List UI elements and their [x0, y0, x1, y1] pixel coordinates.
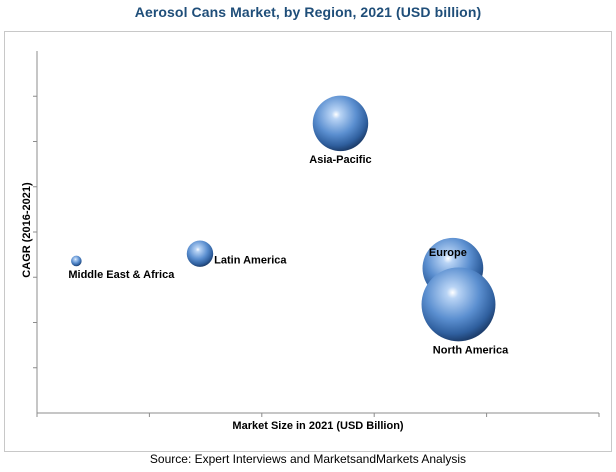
bubble-latin-america [186, 240, 214, 267]
bubble-label-latin-america: Latin America [214, 255, 287, 267]
bubble-asia-pacific [312, 95, 369, 152]
bubble-label-north-america: North America [433, 344, 509, 356]
chart-frame [4, 31, 612, 452]
x-ticks [36, 413, 600, 417]
bubble-label-europe: Europe [429, 247, 467, 259]
bubble-middle-east-africa [71, 255, 82, 267]
bubbles [71, 95, 496, 342]
bubble-labels: Asia-Pacific Middle East & Africa Latin Am… [68, 154, 509, 356]
x-axis-label: Market Size in 2021 (USD Billion) [232, 420, 404, 432]
source-note: Source: Expert Interviews and Marketsand… [149, 452, 467, 466]
chart-title: Aerosol Cans Market, by Region, 2021 (US… [134, 4, 482, 20]
y-axis-label: CAGR (2016-2021) [21, 182, 33, 278]
bubble-label-asia-pacific: Asia-Pacific [309, 154, 371, 166]
bubble-label-middle-east-africa: Middle East & Africa [68, 269, 175, 281]
y-ticks [33, 95, 37, 369]
bubble-north-america [421, 267, 496, 342]
